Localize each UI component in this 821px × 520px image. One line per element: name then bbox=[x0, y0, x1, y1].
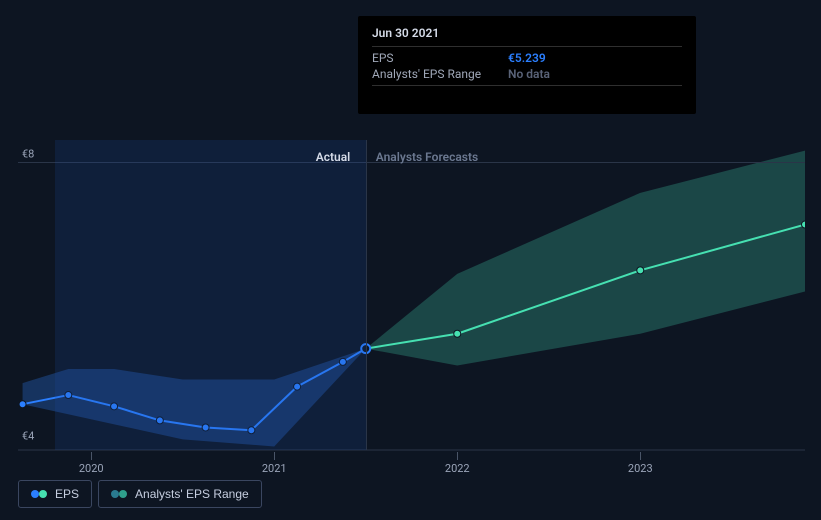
chart-container: €8 €4 Actual Analysts Forecasts 2020 2021… bbox=[0, 0, 821, 520]
x-tick-label: 2022 bbox=[445, 462, 470, 475]
x-tick bbox=[91, 452, 92, 460]
x-tick bbox=[640, 452, 641, 460]
legend: EPS Analysts' EPS Range bbox=[18, 480, 262, 508]
tooltip-key: Analysts' EPS Range bbox=[372, 67, 492, 81]
tooltip-value: €5.239 bbox=[508, 51, 546, 65]
y-tick-label: €8 bbox=[22, 148, 34, 161]
legend-item-analysts-range[interactable]: Analysts' EPS Range bbox=[98, 480, 262, 508]
x-tick bbox=[274, 452, 275, 460]
legend-label: EPS bbox=[55, 487, 79, 501]
section-label-actual: Actual bbox=[316, 150, 351, 164]
legend-dot-icon bbox=[111, 490, 127, 498]
tooltip-value: No data bbox=[508, 67, 550, 81]
tooltip-key: EPS bbox=[372, 51, 492, 65]
chart-tooltip: Jun 30 2021 EPS €5.239 Analysts' EPS Range… bbox=[358, 16, 696, 114]
actual-forecast-divider bbox=[366, 140, 367, 450]
x-tick bbox=[457, 452, 458, 460]
y-tick-label: €4 bbox=[22, 429, 34, 442]
legend-item-eps[interactable]: EPS bbox=[18, 480, 92, 508]
tooltip-divider bbox=[372, 85, 682, 86]
actual-period-shade bbox=[55, 140, 366, 450]
tooltip-row: Analysts' EPS Range No data bbox=[372, 67, 682, 81]
section-label-forecast: Analysts Forecasts bbox=[376, 150, 478, 164]
tooltip-divider bbox=[372, 46, 682, 47]
tooltip-date: Jun 30 2021 bbox=[372, 26, 682, 40]
legend-dot-icon bbox=[31, 490, 47, 498]
x-tick-label: 2021 bbox=[262, 462, 287, 475]
x-tick-label: 2023 bbox=[628, 462, 653, 475]
legend-label: Analysts' EPS Range bbox=[135, 487, 249, 501]
tooltip-row: EPS €5.239 bbox=[372, 51, 682, 65]
x-tick-label: 2020 bbox=[79, 462, 104, 475]
